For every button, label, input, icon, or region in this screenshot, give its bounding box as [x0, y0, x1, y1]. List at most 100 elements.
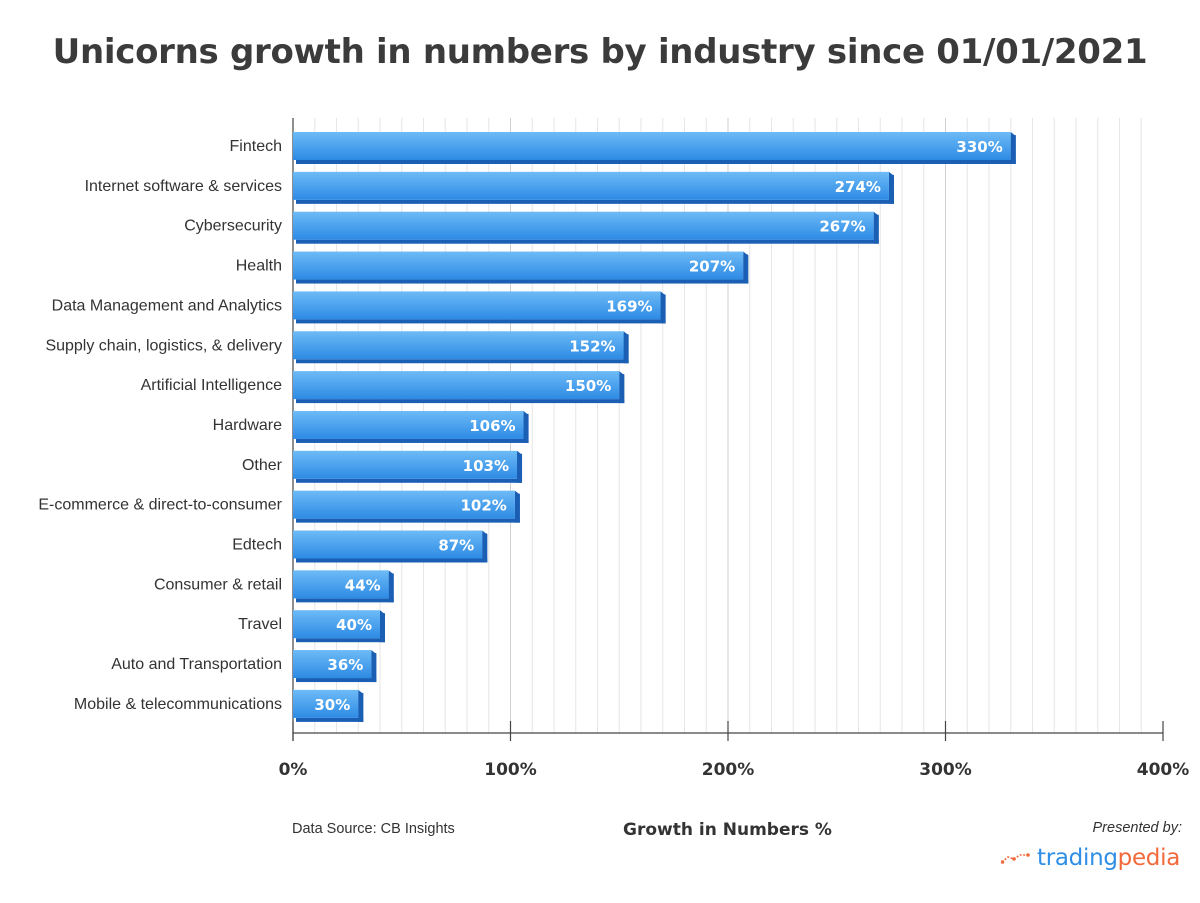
bar: [293, 610, 380, 639]
bar-value-label: 40%: [336, 616, 372, 634]
bar-bottom-edge: [296, 598, 394, 603]
bar-value-label: 267%: [819, 218, 865, 236]
bar: [293, 291, 661, 320]
bar-bottom-edge: [296, 678, 377, 683]
category-label: Supply chain, logistics, & delivery: [45, 337, 282, 354]
x-tick-label: 300%: [919, 760, 972, 780]
bar-group: 152% Supply chain, logistics, & delivery: [45, 331, 629, 364]
brand-name-part1: trading: [1037, 845, 1118, 871]
bar-group: 36% Auto and Transportation: [111, 650, 377, 683]
bar-bottom-edge: [296, 319, 666, 324]
bar: [293, 650, 372, 679]
x-axis: 0% 100% 200% 300% 400%: [279, 721, 1190, 780]
bar-side-edge: [623, 334, 629, 364]
bar-side-edge: [1010, 135, 1016, 164]
category-label: Consumer & retail: [154, 576, 282, 593]
bar-side-edge: [660, 294, 666, 324]
bar-value-label: 330%: [956, 138, 1002, 156]
chart-title: Unicorns growth in numbers by industry s…: [52, 32, 1148, 72]
category-label: E-commerce & direct-to-consumer: [38, 497, 282, 514]
data-source-note: Data Source: CB Insights: [292, 821, 455, 837]
bar-side-edge: [482, 533, 488, 563]
bar-bottom-edge: [296, 399, 625, 404]
bars: 330% Fintech 274% Internet software & servi…: [38, 132, 1016, 722]
bar: [293, 490, 515, 519]
bar-side-edge: [380, 613, 385, 643]
bar-value-label: 30%: [314, 696, 350, 714]
bar-bottom-edge: [296, 638, 385, 643]
bar-group: 267% Cybersecurity: [184, 211, 879, 244]
bar-side-edge: [514, 493, 520, 523]
bar-value-label: 169%: [606, 297, 652, 315]
bar-value-label: 274%: [835, 178, 881, 196]
x-tick-label: 0%: [279, 760, 308, 780]
bar-bottom-edge: [296, 438, 529, 443]
bar: [293, 689, 359, 718]
bar-group: 87% Edtech: [232, 530, 488, 563]
bar-value-label: 150%: [565, 377, 611, 395]
bar-side-edge: [873, 214, 879, 244]
bar: [293, 450, 518, 479]
bar-bottom-edge: [296, 518, 520, 523]
category-label: Artificial Intelligence: [141, 377, 283, 394]
bar-value-label: 102%: [461, 497, 507, 515]
brand-name-part2: pedia: [1117, 845, 1181, 871]
bar-group: 169% Data Management and Analytics: [52, 291, 666, 324]
bar-side-edge: [388, 573, 394, 603]
x-tick-label: 400%: [1137, 760, 1190, 780]
bar-bottom-edge: [296, 717, 364, 722]
bar-group: 106% Hardware: [213, 410, 529, 443]
category-label: Fintech: [230, 138, 282, 155]
category-label: Hardware: [213, 417, 282, 434]
category-label: Health: [236, 258, 282, 275]
category-label: Internet software & services: [85, 178, 282, 195]
category-label: Data Management and Analytics: [52, 297, 282, 314]
bar-value-label: 44%: [345, 576, 381, 594]
bar-group: 274% Internet software & services: [85, 171, 894, 204]
bar: [293, 410, 524, 439]
bar-value-label: 103%: [463, 457, 509, 475]
bar: [293, 211, 874, 240]
bar-bottom-edge: [296, 199, 894, 204]
bar-value-label: 207%: [689, 258, 735, 276]
bar-side-edge: [371, 653, 377, 683]
chart-line-icon: [1001, 853, 1030, 864]
category-label: Auto and Transportation: [111, 656, 282, 673]
bar-group: 150% Artificial Intelligence: [141, 371, 625, 404]
bar-side-edge: [517, 453, 523, 483]
bar-group: 207% Health: [236, 251, 749, 284]
bar-side-edge: [358, 692, 364, 722]
bar-bottom-edge: [296, 239, 879, 244]
bar-bottom-edge: [296, 558, 488, 563]
presented-by-label: Presented by:: [1092, 820, 1182, 836]
category-label: Cybersecurity: [184, 218, 282, 235]
bar-bottom-edge: [296, 478, 523, 483]
bar: [293, 530, 483, 559]
bar-value-label: 152%: [569, 337, 615, 355]
bar-group: 40% Travel: [238, 610, 385, 643]
bar-group: 330% Fintech: [230, 132, 1016, 164]
category-label: Travel: [238, 616, 282, 633]
category-label: Mobile & telecommunications: [74, 696, 282, 713]
bar-value-label: 36%: [327, 656, 363, 674]
bar-group: 103% Other: [242, 450, 523, 483]
bar-side-edge: [743, 254, 749, 284]
bar-value-label: 106%: [469, 417, 515, 435]
bar-value-label: 87%: [438, 537, 474, 555]
x-tick-label: 100%: [484, 760, 537, 780]
bar-bottom-edge: [296, 279, 749, 284]
brand-logo: tradingpedia: [1001, 843, 1180, 873]
bar-bottom-edge: [296, 359, 629, 364]
bar-group: 102% E-commerce & direct-to-consumer: [38, 490, 520, 523]
bar-side-edge: [619, 374, 625, 404]
bar: [293, 371, 620, 400]
bar-bottom-edge: [296, 160, 1016, 164]
bar-group: 30% Mobile & telecommunications: [74, 689, 364, 722]
bar: [293, 132, 1011, 160]
bar-group: 44% Consumer & retail: [154, 570, 394, 603]
x-axis-label: Growth in Numbers %: [623, 820, 832, 840]
bar: [293, 570, 389, 599]
category-label: Edtech: [232, 537, 282, 554]
category-label: Other: [242, 457, 283, 474]
